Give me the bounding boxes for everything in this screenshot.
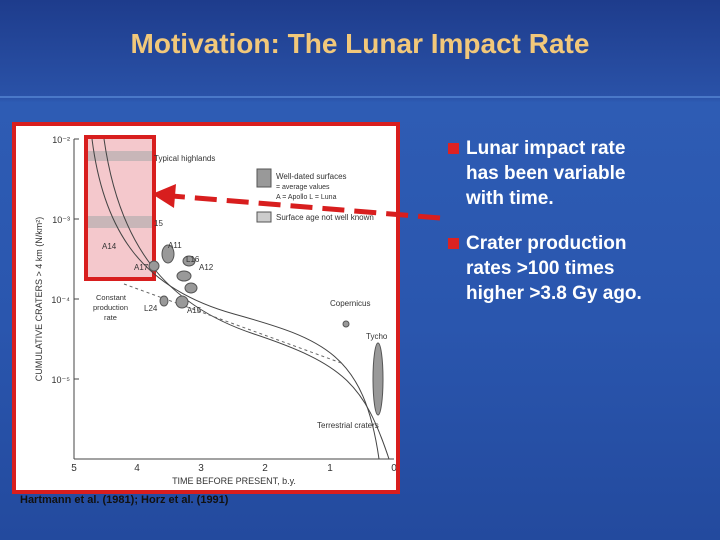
annotation: A17 (134, 263, 149, 272)
bullet-line: Crater production (466, 233, 627, 254)
curve-lower (103, 138, 390, 460)
legend-label: Well-dated surfaces (276, 172, 347, 181)
annotation: A15 (187, 306, 202, 315)
x-tick-label: 5 (71, 463, 77, 474)
annotation: rate (104, 313, 117, 322)
annotation: A14 (102, 242, 117, 251)
citation: Hartmann et al. (1981); Horz et al. (199… (20, 494, 229, 506)
x-tick-label: 1 (327, 463, 333, 474)
x-tick-label: 0 (391, 463, 396, 474)
y-axis-label: CUMULATIVE CRATERS > 4 km (N/km²) (34, 217, 44, 381)
x-tick-label: 2 (262, 463, 268, 474)
y-ticks (74, 138, 79, 380)
legend-symbol (256, 168, 272, 188)
x-tick-label: 3 (198, 463, 204, 474)
y-tick-label: 10⁻⁵ (52, 375, 71, 385)
highlands-band (88, 151, 152, 161)
bullet-line: rates >100 times (466, 258, 615, 279)
arrow-head (152, 184, 176, 208)
annotation: Typical highlands (154, 154, 215, 163)
annotation: A11 (168, 241, 182, 250)
bullet-list: Lunar impact rate has been variable with… (448, 136, 718, 326)
x-axis-label: TIME BEFORE PRESENT, b.y. (172, 476, 296, 486)
figure: 10⁻² 10⁻³ 10⁻⁴ 10⁻⁵ 5 4 3 2 1 0 TIME BEF… (12, 122, 400, 494)
x-tick-label: 4 (134, 463, 140, 474)
annotation: 15 (154, 219, 163, 228)
bullet-line: with time. (466, 188, 554, 209)
annotation: L24 (144, 304, 158, 313)
y-tick-label: 10⁻² (52, 135, 70, 145)
annotation: Constant (96, 293, 127, 302)
legend-label: Surface age not well known (276, 213, 374, 222)
bullet-line: has been variable (466, 163, 626, 184)
age-band (88, 216, 152, 228)
bullet-line: higher >3.8 Gy ago. (466, 283, 642, 304)
y-tick-label: 10⁻⁴ (51, 295, 70, 305)
dashed-arrow-line (171, 193, 441, 221)
bullet: Crater production rates >100 times highe… (448, 231, 718, 306)
sample-points (148, 244, 384, 416)
legend-symbol (256, 211, 272, 223)
annotation: Terrestrial craters (317, 421, 379, 430)
crater-chart: 10⁻² 10⁻³ 10⁻⁴ 10⁻⁵ 5 4 3 2 1 0 TIME BEF… (34, 135, 397, 486)
legend-label: = average values (276, 184, 330, 191)
bullet: Lunar impact rate has been variable with… (448, 136, 718, 211)
bullet-line: Lunar impact rate (466, 138, 626, 159)
annotation: production (93, 303, 128, 312)
annotation: Tycho (366, 332, 388, 341)
annotation: A12 (199, 263, 214, 272)
slide-title: Motivation: The Lunar Impact Rate (130, 28, 590, 59)
annotation: Copernicus (330, 299, 370, 308)
legend-label: A = Apollo L = Luna (276, 194, 337, 201)
annotation: L16 (186, 255, 200, 264)
curve-upper (91, 138, 380, 460)
y-tick-label: 10⁻³ (52, 215, 70, 225)
